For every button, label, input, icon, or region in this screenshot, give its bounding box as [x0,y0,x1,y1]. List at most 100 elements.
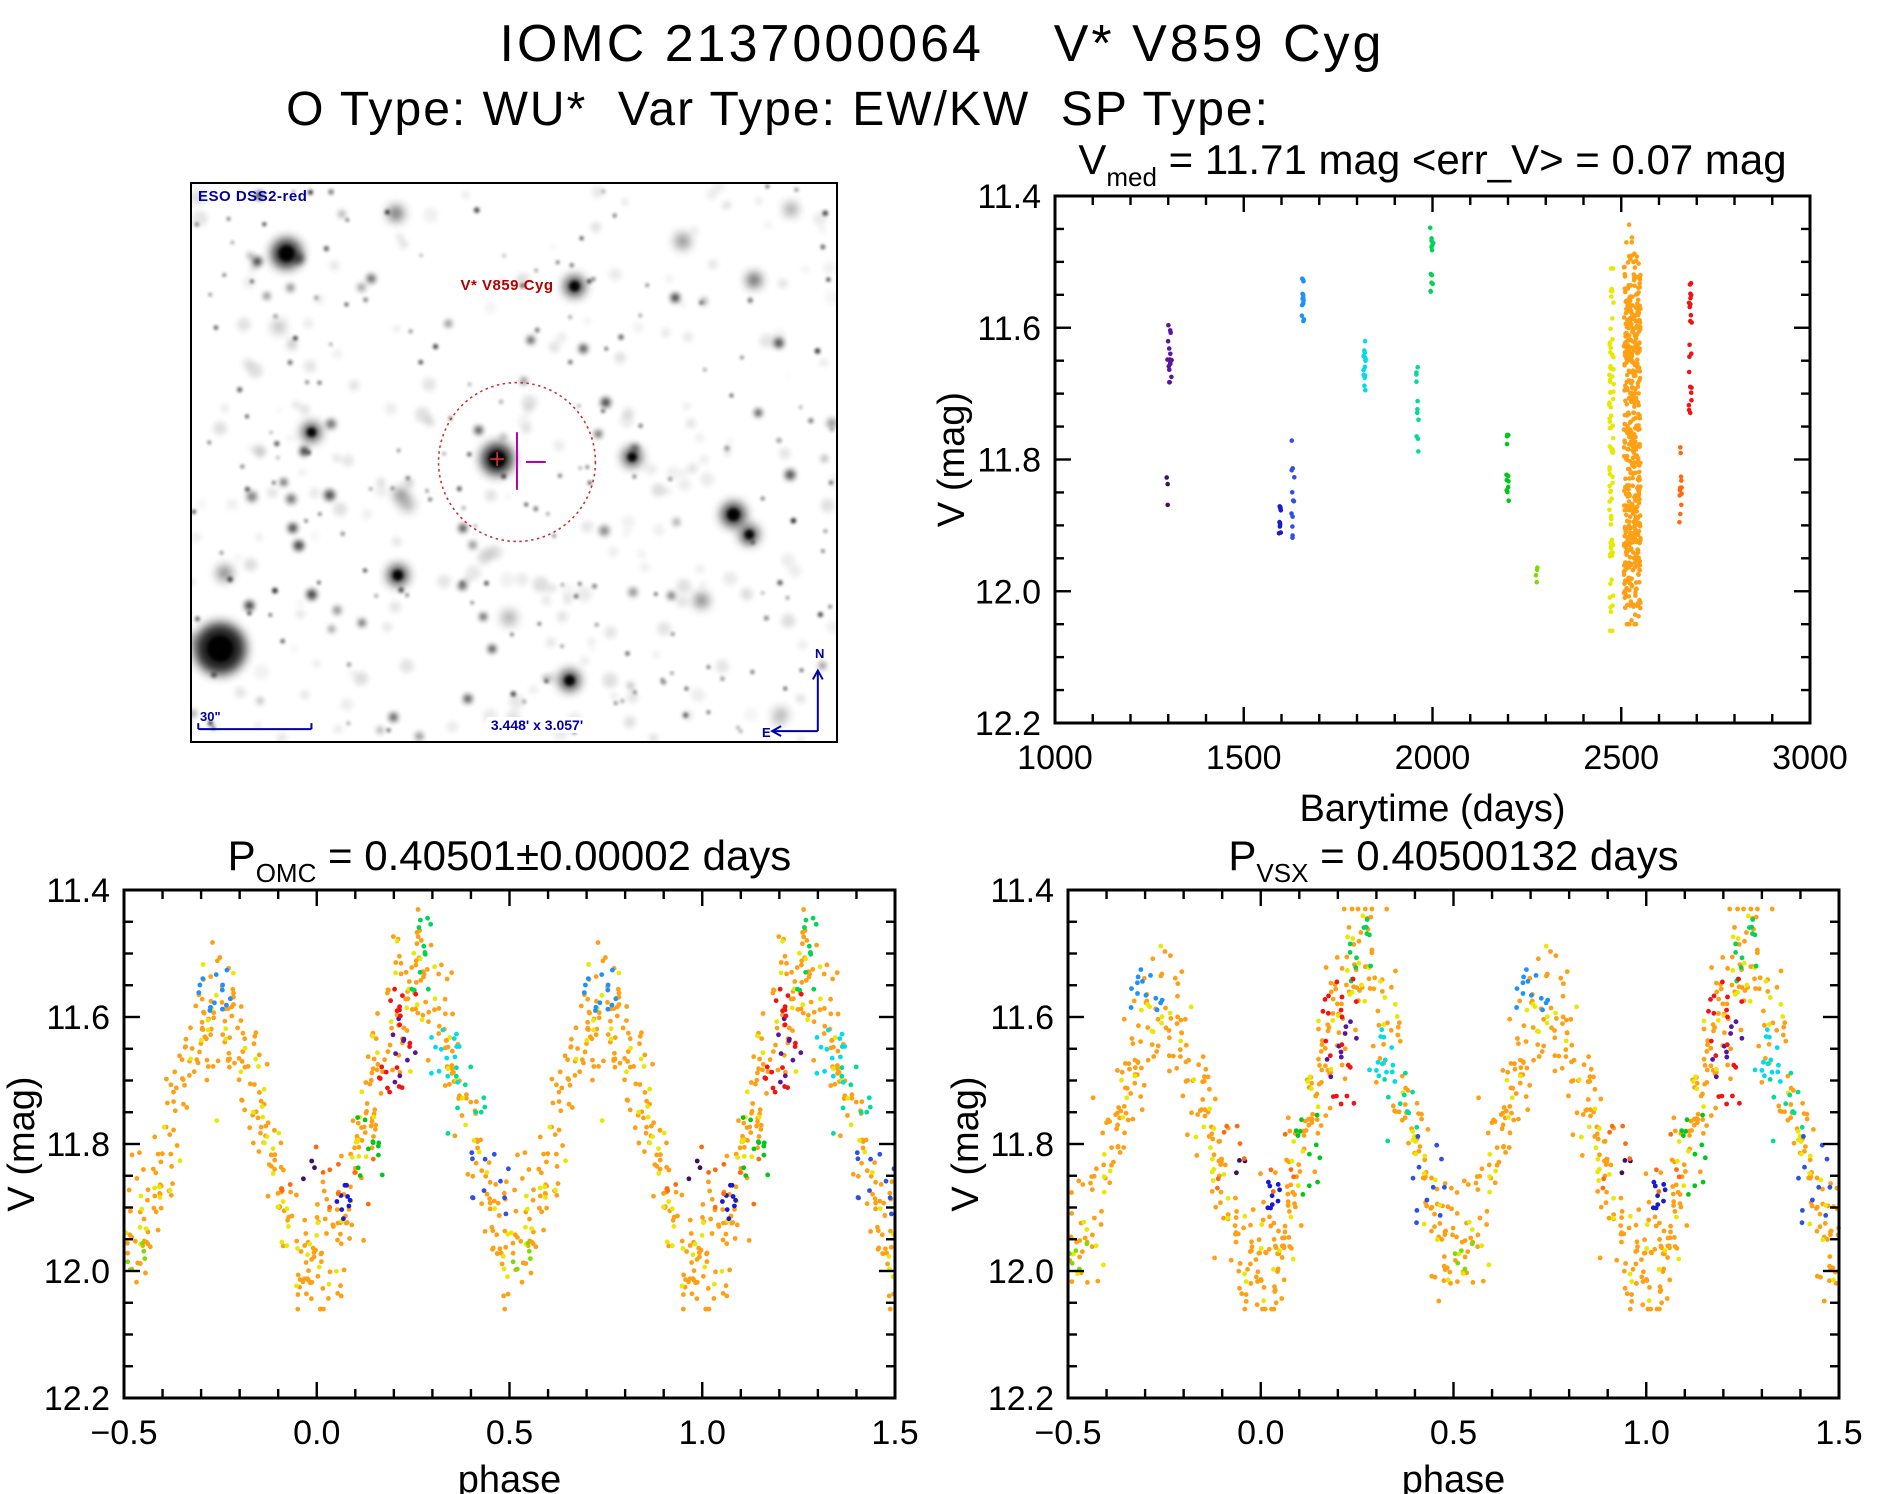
data-point [1390,1062,1396,1068]
data-point [656,1171,662,1176]
data-point [537,1134,543,1140]
data-point [164,1076,169,1082]
data-point [1508,1085,1514,1091]
data-point [1634,1281,1639,1286]
data-point [155,1151,161,1157]
data-point [1630,455,1636,461]
data-point [1325,1028,1331,1034]
data-point [814,1070,820,1076]
data-point [339,1153,344,1159]
data-point [706,1179,711,1185]
data-point [266,1162,272,1167]
data-point [1272,1170,1278,1175]
data-point [793,1069,799,1074]
data-point [581,990,587,995]
data-point [624,1069,629,1075]
data-point [1401,1092,1407,1098]
data-point [1362,964,1368,970]
data-point [793,1040,798,1046]
data-point [371,1114,377,1120]
axis-ticks [1053,194,1812,725]
data-point [1116,1105,1121,1110]
data-point [605,1032,611,1037]
y-axis-tick-label: 12.2 [988,1380,1054,1418]
data-point [1733,950,1738,955]
data-point [366,1146,371,1152]
data-point [1608,522,1614,527]
data-point [189,1046,195,1051]
data-point [1369,906,1375,912]
data-point [306,1268,311,1274]
data-point [1705,1042,1710,1048]
data-points [123,907,897,1312]
data-point [1456,1251,1462,1257]
data-point [1627,542,1632,548]
data-point [1313,1142,1319,1148]
data-point [1828,1181,1833,1186]
chart-title: POMC = 0.40501±0.00002 days [228,834,792,888]
data-point [565,1057,570,1063]
data-point [137,1224,143,1230]
data-point [152,1193,158,1199]
data-point [388,998,393,1004]
background-mottle [192,184,836,741]
data-point [1215,1185,1220,1191]
data-point [1588,1113,1593,1119]
data-point [520,1260,526,1266]
data-point [1286,1235,1292,1240]
data-point [1639,1257,1644,1262]
data-point [1757,975,1763,981]
data-point [294,1283,299,1289]
data-point [1678,445,1683,450]
data-point [1121,1104,1127,1109]
data-point [1540,1007,1545,1013]
data-point [1282,1131,1288,1137]
data-point [1307,1074,1313,1080]
data-point [1831,1277,1836,1283]
data-point [1344,982,1349,988]
data-point [354,1133,360,1139]
data-point [1730,968,1736,973]
data-point [1620,1123,1626,1129]
data-point [694,1158,700,1164]
data-point [468,1064,474,1070]
data-point [327,1167,333,1173]
data-point [414,1002,420,1007]
data-point [338,1283,343,1289]
data-point [1079,1249,1085,1254]
data-point [1132,1080,1138,1086]
data-point [1661,1266,1667,1272]
data-point [1353,1027,1358,1033]
data-point [1636,1207,1642,1212]
data-point [585,996,591,1002]
data-point [549,1076,555,1082]
data-point [407,1040,413,1046]
data-point [382,1057,387,1063]
data-point [742,1144,747,1150]
data-point [1166,1028,1172,1033]
data-point [1288,1214,1294,1220]
data-point [1518,1065,1524,1071]
data-point [804,938,810,943]
data-point [872,1160,877,1165]
data-point [1301,1133,1307,1138]
data-point [1133,1065,1138,1071]
data-point [502,1306,508,1312]
data-point [1429,1228,1434,1234]
data-point [1424,1197,1430,1203]
data-point [1636,572,1641,578]
data-point [1282,1229,1288,1235]
data-point [673,1182,679,1187]
data-point [294,1238,300,1244]
data-point [1608,413,1614,419]
data-point [1828,1228,1834,1234]
data-point [1552,1035,1558,1041]
data-point [208,974,214,979]
data-point [1638,538,1643,543]
data-point [1736,976,1741,982]
data-point [379,1172,385,1178]
data-point [479,1201,484,1207]
data-point [1234,1209,1239,1214]
data-point [1493,1168,1499,1174]
data-point [1633,514,1639,519]
